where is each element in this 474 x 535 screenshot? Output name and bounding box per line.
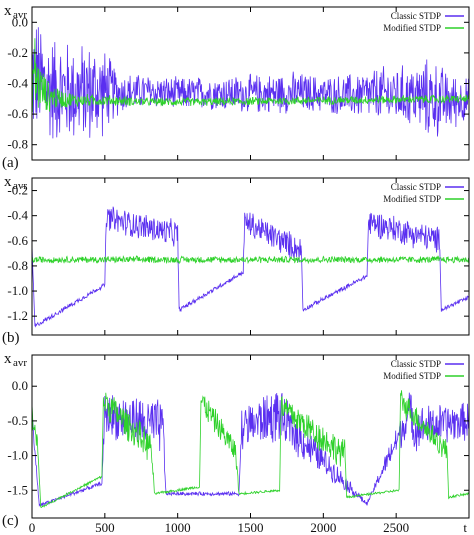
y-tick-label: -0.6 xyxy=(7,233,28,248)
y-tick-label: 0.0 xyxy=(12,378,28,393)
y-tick-label: -0.4 xyxy=(7,208,28,223)
legend-entry-label: Classic STDP xyxy=(391,11,441,21)
x-tick-label: 1500 xyxy=(238,520,264,535)
panel-label: (b) xyxy=(2,330,20,346)
y-tick-label: -1.0 xyxy=(7,283,28,298)
series-line-classic-stdp xyxy=(32,206,469,328)
panel-a: 0.0 -0.2 -0.4 -0.6 -0.8 x avr (a) Classic STDP Mo… xyxy=(2,3,470,171)
y-tick-label: -0.8 xyxy=(7,258,28,273)
x-tick-label: 2000 xyxy=(310,520,336,535)
y-axis-label: x xyxy=(4,174,12,190)
y-tick-label: -1.0 xyxy=(7,448,28,463)
series-line-modified-stdp xyxy=(32,27,469,113)
legend-entry-label: Modified STDP xyxy=(383,23,441,33)
y-axis-label: x xyxy=(4,3,12,19)
y-axis-label-subscript: avr xyxy=(13,9,27,21)
series-line-modified-stdp xyxy=(32,390,469,509)
y-tick-label: -0.2 xyxy=(7,183,28,198)
series-line-classic-stdp xyxy=(32,392,469,507)
y-axis-label-subscript: avr xyxy=(13,180,27,192)
panel-label: (a) xyxy=(2,155,19,171)
x-tick-label: 2500 xyxy=(383,520,409,535)
series-line-modified-stdp xyxy=(32,255,469,265)
legend-entry-label: Modified STDP xyxy=(383,371,441,381)
y-axis-label-subscript: avr xyxy=(13,357,27,369)
y-axis-label: x xyxy=(4,351,12,367)
y-tick-label: -0.4 xyxy=(7,76,28,91)
series-line-classic-stdp xyxy=(32,27,469,139)
legend-entry-label: Classic STDP xyxy=(391,359,441,369)
x-axis-label: t xyxy=(463,520,467,535)
y-tick-label: -0.6 xyxy=(7,106,28,121)
x-tick-label: 1000 xyxy=(165,520,191,535)
y-tick-label: -1.2 xyxy=(7,308,28,323)
legend-entry-label: Modified STDP xyxy=(383,194,441,204)
legend-entry-label: Classic STDP xyxy=(391,182,441,192)
x-tick-label: 0 xyxy=(29,520,36,535)
y-tick-label: 0.0 xyxy=(12,14,28,29)
panel-b: -0.2 -0.4 -0.6 -0.8 -1.0 -1.2 x avr (b) Classic S… xyxy=(2,174,470,346)
y-tick-label: -1.5 xyxy=(7,482,28,497)
y-tick-label: -0.5 xyxy=(7,413,28,428)
panel-c: 0.0 -0.5 -1.0 -1.5 0 500 1000 1500 2000 2500 t x avr… xyxy=(2,351,470,535)
x-tick-label: 500 xyxy=(95,520,115,535)
y-tick-label: -0.8 xyxy=(7,137,28,152)
panel-label: (c) xyxy=(2,513,19,529)
y-tick-label: -0.2 xyxy=(7,45,28,60)
